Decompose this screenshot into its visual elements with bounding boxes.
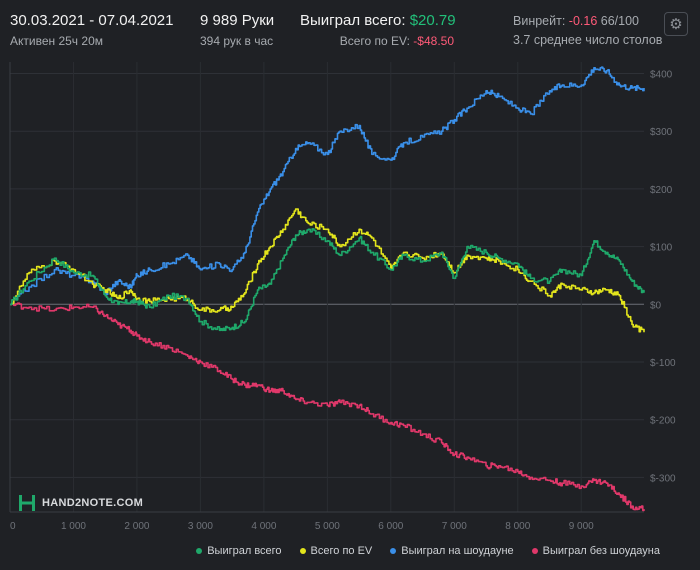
hand2note-logo: HAND2NOTE.COM bbox=[18, 493, 143, 513]
ev-total-value: -$48.50 bbox=[413, 34, 454, 48]
hands-block: 9 989 Руки 394 рук в час bbox=[200, 12, 274, 48]
date-range-block: 30.03.2021 - 07.04.2021 Активен 25ч 20м bbox=[10, 12, 173, 48]
y-tick-label: $300 bbox=[650, 127, 673, 138]
x-tick-label: 5 000 bbox=[315, 521, 340, 532]
series-line-3 bbox=[10, 302, 645, 512]
x-tick-label: 4 000 bbox=[251, 521, 276, 532]
hands-count: 9 989 Руки bbox=[200, 12, 275, 29]
won-total-value: $20.79 bbox=[409, 12, 456, 29]
winrate-value: -0.16 bbox=[568, 14, 598, 28]
won-total: Выиграл всего: $20.79 bbox=[300, 12, 456, 29]
hand2note-logo-icon bbox=[19, 495, 35, 511]
winrate: Винрейт: -0.16 66/100 bbox=[513, 14, 662, 28]
winrate-rest: 66/100 bbox=[600, 14, 640, 28]
series-line-0 bbox=[10, 228, 645, 332]
y-tick-label: $-100 bbox=[650, 358, 676, 369]
legend-item[interactable]: Выиграл всего bbox=[196, 545, 282, 557]
legend-item[interactable]: Всего по EV bbox=[299, 545, 373, 557]
legend-dot-icon bbox=[390, 548, 397, 554]
y-tick-label: $100 bbox=[650, 243, 673, 254]
legend-dot-icon bbox=[299, 548, 306, 554]
x-tick-label: 9 000 bbox=[569, 521, 594, 532]
series-line-2 bbox=[10, 66, 645, 306]
hands-per-hour: 394 рук в час bbox=[200, 34, 274, 48]
settings-gear-icon[interactable]: ⚙ bbox=[664, 12, 688, 36]
x-tick-label: 0 bbox=[10, 521, 16, 532]
winrate-block: Винрейт: -0.16 66/100 3.7 среднее число … bbox=[513, 14, 662, 47]
average-tables: 3.7 среднее число столов bbox=[513, 33, 663, 47]
won-total-label: Выиграл всего: bbox=[300, 12, 406, 29]
ev-total-label: Всего по EV: bbox=[339, 34, 410, 48]
x-tick-label: 2 000 bbox=[124, 521, 149, 532]
date-range: 30.03.2021 - 07.04.2021 bbox=[10, 12, 174, 29]
x-tick-label: 1 000 bbox=[61, 521, 86, 532]
chart-legend: Выиграл всего Всего по EV Выиграл на шоуда… bbox=[196, 540, 660, 562]
x-tick-label: 8 000 bbox=[505, 521, 530, 532]
x-tick-label: 3 000 bbox=[188, 521, 213, 532]
series-line-1 bbox=[10, 208, 645, 333]
summary-header: 30.03.2021 - 07.04.2021 Активен 25ч 20м … bbox=[0, 0, 700, 60]
y-tick-label: $200 bbox=[650, 185, 673, 196]
legend-label: Выиграл на шоудауне bbox=[401, 545, 514, 557]
ev-total: Всего по EV: -$48.50 bbox=[300, 34, 454, 48]
legend-label: Выиграл всего bbox=[207, 545, 282, 557]
x-tick-label: 6 000 bbox=[378, 521, 403, 532]
y-tick-label: $-200 bbox=[650, 416, 676, 427]
legend-dot-icon bbox=[531, 548, 538, 554]
legend-dot-icon bbox=[196, 548, 203, 554]
y-tick-label: $400 bbox=[650, 70, 673, 81]
y-tick-label: $0 bbox=[650, 300, 662, 311]
legend-label: Выиграл без шоудауна bbox=[542, 545, 660, 557]
legend-item[interactable]: Выиграл на шоудауне bbox=[390, 545, 514, 557]
winnings-block: Выиграл всего: $20.79 Всего по EV: -$48.… bbox=[300, 12, 456, 48]
active-time: Активен 25ч 20м bbox=[10, 34, 103, 48]
legend-label: Всего по EV bbox=[310, 545, 373, 557]
y-tick-label: $-300 bbox=[650, 473, 676, 484]
x-tick-label: 7 000 bbox=[442, 521, 467, 532]
winrate-label: Винрейт: bbox=[513, 14, 566, 28]
legend-item[interactable]: Выиграл без шоудауна bbox=[531, 545, 660, 557]
hand2note-logo-text: HAND2NOTE.COM bbox=[42, 497, 144, 509]
